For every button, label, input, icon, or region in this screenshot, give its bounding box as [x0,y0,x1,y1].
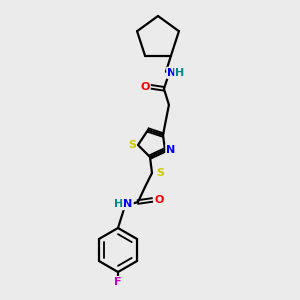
Text: O: O [154,195,164,205]
Text: H: H [114,199,124,209]
Text: F: F [114,277,122,287]
Text: S: S [156,168,164,178]
Text: N: N [167,68,177,78]
Text: O: O [140,82,150,92]
Text: H: H [175,68,184,78]
Text: S: S [128,140,136,150]
Text: N: N [123,199,133,209]
Text: N: N [167,145,176,155]
